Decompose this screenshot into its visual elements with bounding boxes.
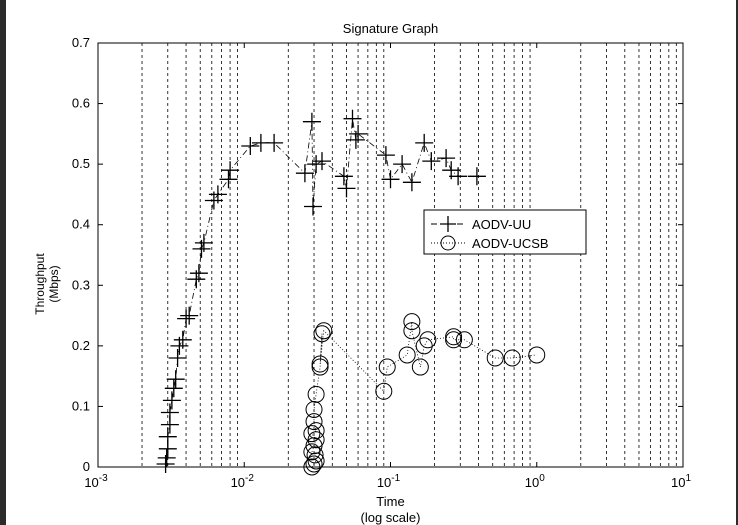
data-point-aodv-ucsb <box>307 422 325 440</box>
data-point-aodv-uu <box>313 152 331 171</box>
data-point-aodv-ucsb <box>311 355 329 373</box>
data-point-aodv-ucsb <box>411 358 429 376</box>
signature-graph-chart: 0 0.1 0.2 0.3 0.4 0.5 0.6 0.7 10-3 10-2 10-1 100 101… <box>33 21 692 525</box>
legend-label-aodv-uu: AODV-UU <box>472 217 531 232</box>
data-point-aodv-ucsb <box>315 322 333 340</box>
data-point-aodv-ucsb <box>398 346 416 364</box>
legend-marker-plus <box>440 216 456 232</box>
x-tick-label: 101 <box>671 473 691 490</box>
data-point-aodv-uu <box>158 427 177 446</box>
x-tick-label: 100 <box>525 473 545 490</box>
data-point-aodv-uu <box>337 179 356 198</box>
data-point-aodv-uu <box>157 448 176 467</box>
x-tick-label: 10-1 <box>377 473 401 490</box>
data-point-aodv-uu <box>334 167 353 186</box>
data-point-aodv-uu <box>173 330 192 349</box>
data-point-aodv-uu <box>302 112 321 131</box>
data-point-aodv-uu <box>402 173 421 192</box>
y-axis-unit: (Mbps) <box>47 265 61 302</box>
y-tick-label: 0.5 <box>72 156 90 171</box>
data-point-aodv-uu <box>381 170 400 189</box>
data-point-aodv-ucsb <box>305 455 323 473</box>
data-point-aodv-uu <box>241 137 260 155</box>
data-point-aodv-ucsb <box>306 446 324 464</box>
y-tick-label: 0.7 <box>72 35 90 50</box>
data-point-aodv-uu <box>265 133 284 152</box>
legend-entry-aodv-ucsb: AODV-UCSB <box>431 235 549 251</box>
data-point-aodv-uu <box>449 167 468 186</box>
data-point-aodv-ucsb <box>528 346 546 364</box>
data-point-aodv-uu <box>349 124 368 143</box>
legend-marker-circle <box>440 235 456 251</box>
y-tick-label: 0.4 <box>72 217 90 232</box>
data-point-aodv-uu <box>208 185 227 204</box>
y-tick-label: 0.6 <box>72 96 90 111</box>
data-point-aodv-uu <box>295 164 314 183</box>
data-point-aodv-ucsb <box>303 425 321 443</box>
data-point-aodv-uu <box>166 370 185 389</box>
data-point-aodv-uu <box>164 379 183 398</box>
data-point-aodv-uu <box>177 309 196 328</box>
data-point-aodv-ucsb <box>503 349 521 367</box>
data-point-aodv-ucsb <box>486 349 504 367</box>
legend-entry-aodv-uu: AODV-UU <box>431 216 531 232</box>
data-point-aodv-ucsb <box>415 337 433 355</box>
data-point-aodv-ucsb <box>445 331 463 349</box>
y-axis-title: Throughput <box>33 253 47 315</box>
data-point-aodv-ucsb <box>419 331 437 349</box>
chart-title: Signature Graph <box>343 21 438 36</box>
series-layer <box>156 109 546 476</box>
data-point-aodv-uu <box>343 109 362 128</box>
data-point-aodv-uu <box>194 233 213 252</box>
data-point-aodv-ucsb <box>455 331 473 349</box>
data-point-aodv-uu <box>168 349 187 367</box>
data-point-aodv-uu <box>180 306 199 325</box>
data-point-aodv-ucsb <box>313 325 331 343</box>
x-axis-note: (log scale) <box>361 510 421 525</box>
data-point-aodv-ucsb <box>305 400 323 418</box>
data-point-aodv-uu <box>376 146 395 165</box>
data-point-aodv-uu <box>160 403 179 422</box>
data-point-aodv-uu <box>304 197 322 216</box>
x-tick-label: 10-2 <box>231 473 255 490</box>
figure-frame: 0 0.1 0.2 0.3 0.4 0.5 0.6 0.7 10-3 10-2 10-1 100 101… <box>6 0 736 525</box>
data-point-aodv-ucsb <box>307 385 325 403</box>
legend-box <box>423 209 587 255</box>
data-point-aodv-ucsb <box>378 358 396 376</box>
legend-label-aodv-ucsb: AODV-UCSB <box>472 236 549 251</box>
data-point-aodv-uu <box>437 149 456 168</box>
data-point-aodv-uu <box>219 170 238 189</box>
data-point-aodv-uu <box>422 152 441 171</box>
data-point-aodv-ucsb <box>307 452 325 470</box>
data-point-aodv-ucsb <box>305 413 323 431</box>
data-point-aodv-ucsb <box>375 382 393 400</box>
axis-ticks: 0 0.1 0.2 0.3 0.4 0.5 0.6 0.7 10-3 10-2 10-1 100 101 <box>72 35 692 490</box>
x-axis-title: Time <box>376 494 404 509</box>
data-point-aodv-ucsb <box>403 313 421 331</box>
data-point-aodv-uu <box>393 155 412 174</box>
data-point-aodv-ucsb <box>307 431 325 449</box>
y-tick-label: 0.1 <box>72 398 90 413</box>
data-point-aodv-uu <box>467 167 486 186</box>
data-point-aodv-uu <box>221 161 240 180</box>
y-tick-label: 0 <box>83 459 90 474</box>
data-point-aodv-uu <box>162 391 181 410</box>
legend: AODV-UU AODV-UCSB <box>423 209 587 255</box>
vertical-grid <box>141 43 677 467</box>
data-point-aodv-ucsb <box>311 358 329 376</box>
x-tick-label: 10-3 <box>84 473 108 490</box>
data-point-aodv-uu <box>189 264 208 283</box>
y-tick-label: 0.3 <box>72 277 90 292</box>
data-point-aodv-ucsb <box>445 328 463 346</box>
data-point-aodv-uu <box>415 133 434 152</box>
y-tick-label: 0.2 <box>72 338 90 353</box>
data-point-aodv-ucsb <box>403 322 421 340</box>
